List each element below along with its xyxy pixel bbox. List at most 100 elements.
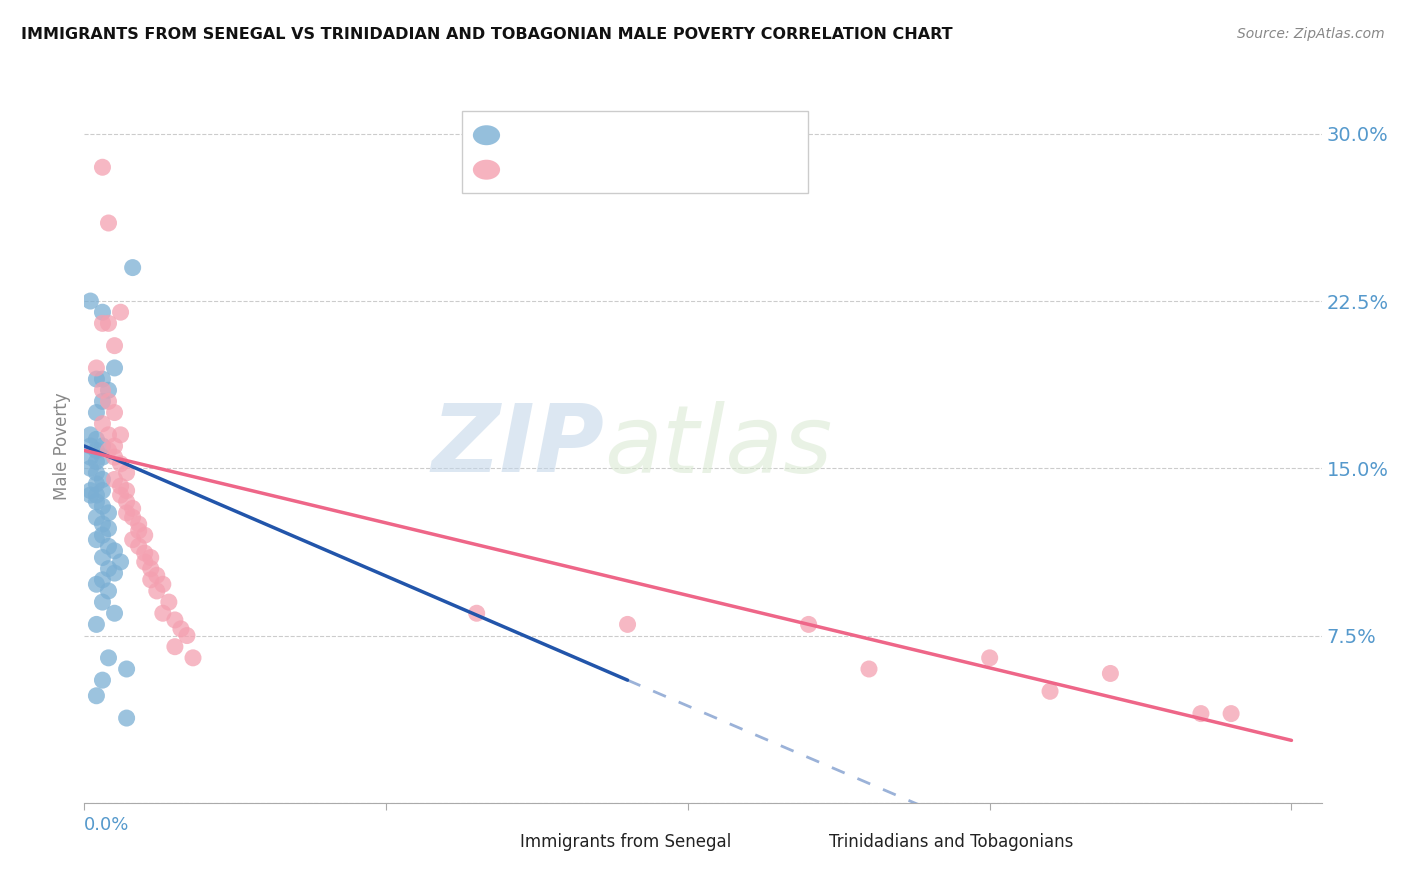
Point: [103, 360, 125, 375]
Point: [79, 461, 101, 475]
Point: [616, 617, 638, 632]
Point: [86, 488, 108, 502]
Point: [103, 338, 125, 352]
Point: [91, 673, 114, 687]
Point: [91, 161, 114, 175]
Point: [128, 517, 150, 532]
Point: [97, 427, 120, 442]
Point: [152, 607, 174, 621]
Point: [91, 473, 114, 487]
Point: [86, 360, 108, 375]
Point: [115, 506, 138, 520]
Point: [110, 479, 132, 493]
Point: [79, 293, 101, 308]
Point: [1099, 666, 1122, 681]
Point: [91, 305, 114, 319]
Point: [134, 546, 156, 560]
Point: [139, 550, 162, 565]
Text: R =: R =: [523, 161, 560, 178]
Point: [86, 533, 108, 547]
Point: [103, 439, 125, 453]
Point: [91, 528, 114, 542]
Point: [979, 651, 1001, 665]
Point: [103, 473, 125, 487]
Point: [103, 450, 125, 465]
FancyBboxPatch shape: [461, 830, 512, 856]
Point: [86, 476, 108, 491]
Point: [91, 384, 114, 398]
Text: Trinidadians and Tobagonians: Trinidadians and Tobagonians: [830, 833, 1074, 851]
Point: [121, 533, 143, 547]
Point: [86, 494, 108, 508]
Text: R =: R =: [523, 127, 560, 145]
Text: atlas: atlas: [605, 401, 832, 491]
Point: [97, 216, 120, 230]
Point: [157, 595, 180, 609]
Text: N =: N =: [647, 161, 695, 178]
Point: [86, 455, 108, 469]
Point: [146, 583, 169, 598]
Y-axis label: Male Poverty: Male Poverty: [53, 392, 72, 500]
Point: [86, 466, 108, 480]
Point: [91, 450, 114, 465]
Point: [86, 443, 108, 458]
Point: [91, 439, 114, 453]
Point: [91, 483, 114, 498]
Text: 55: 55: [695, 161, 717, 178]
Point: [103, 607, 125, 621]
Point: [110, 305, 132, 319]
Point: [79, 439, 101, 453]
FancyBboxPatch shape: [461, 111, 808, 193]
Point: [1039, 684, 1062, 698]
Point: [121, 260, 143, 275]
Point: [115, 483, 138, 498]
Point: [86, 433, 108, 447]
Point: [91, 417, 114, 431]
Point: [91, 500, 114, 514]
Point: [134, 528, 156, 542]
Point: [115, 662, 138, 676]
Point: [97, 583, 120, 598]
Point: [91, 372, 114, 386]
Point: [115, 466, 138, 480]
Point: [79, 427, 101, 442]
Point: [110, 457, 132, 471]
Text: -0.365: -0.365: [567, 127, 620, 145]
Point: [91, 394, 114, 409]
Point: [86, 405, 108, 420]
Text: Immigrants from Senegal: Immigrants from Senegal: [520, 833, 731, 851]
Text: N =: N =: [647, 127, 695, 145]
Text: ZIP: ZIP: [432, 400, 605, 492]
Point: [797, 617, 820, 632]
Point: [79, 450, 101, 465]
Text: IMMIGRANTS FROM SENEGAL VS TRINIDADIAN AND TOBAGONIAN MALE POVERTY CORRELATION C: IMMIGRANTS FROM SENEGAL VS TRINIDADIAN A…: [21, 27, 953, 42]
Point: [152, 577, 174, 591]
Point: [115, 494, 138, 508]
Point: [97, 539, 120, 553]
Point: [134, 555, 156, 569]
Point: [79, 488, 101, 502]
Point: [858, 662, 880, 676]
Point: [97, 317, 120, 331]
Point: [128, 539, 150, 553]
Ellipse shape: [472, 125, 501, 145]
Point: [163, 613, 186, 627]
Point: [91, 317, 114, 331]
Point: [110, 427, 132, 442]
Point: [91, 595, 114, 609]
Point: [91, 550, 114, 565]
Point: [86, 510, 108, 524]
Point: [176, 628, 198, 642]
Point: [115, 711, 138, 725]
Point: [1189, 706, 1212, 721]
Point: [110, 488, 132, 502]
Point: [97, 443, 120, 458]
Point: [128, 524, 150, 538]
Text: Source: ZipAtlas.com: Source: ZipAtlas.com: [1237, 27, 1385, 41]
Ellipse shape: [472, 160, 501, 179]
Point: [79, 483, 101, 498]
Point: [465, 607, 488, 621]
Point: [121, 501, 143, 516]
Point: [1220, 706, 1243, 721]
Point: [91, 573, 114, 587]
